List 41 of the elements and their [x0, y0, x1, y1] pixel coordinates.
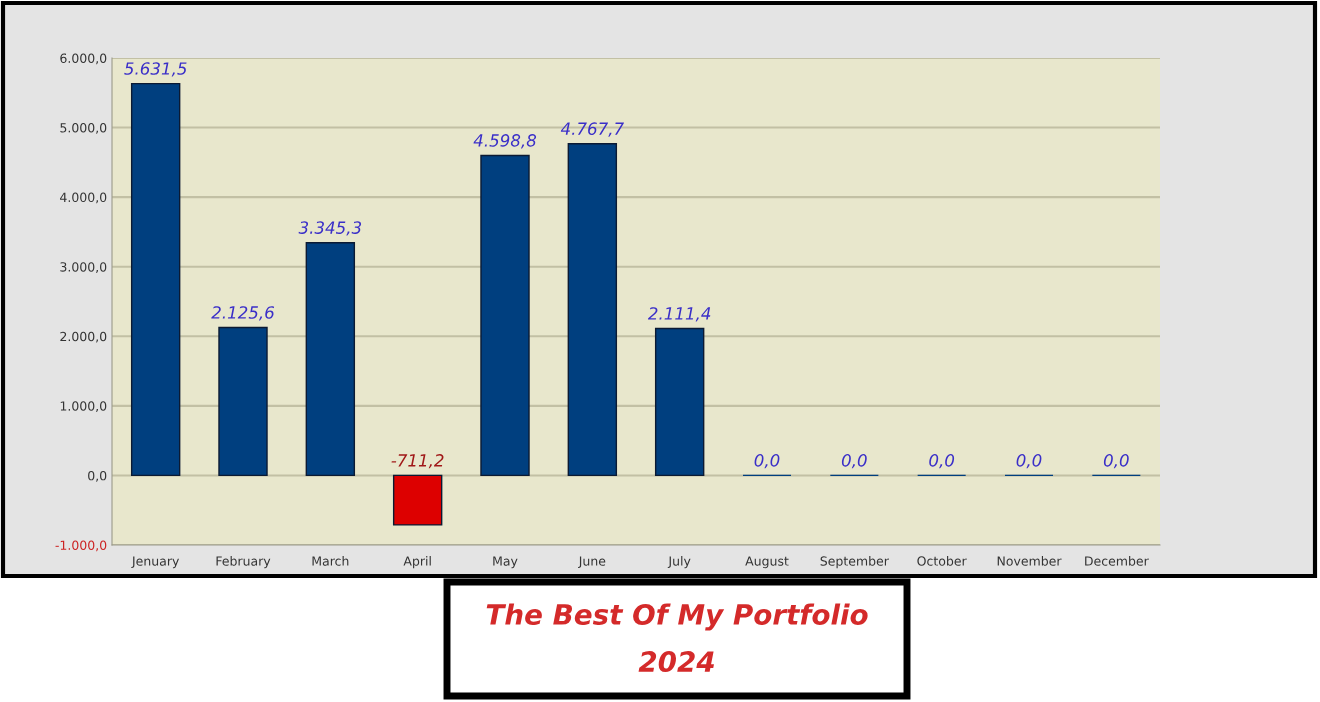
x-tick-label: December	[1085, 556, 1149, 566]
data-label: 2.125,6	[211, 306, 275, 321]
bar	[480, 154, 530, 477]
bar	[392, 474, 443, 526]
x-tick-label: July	[667, 556, 691, 569]
y-tick-label: 4.000,0	[60, 192, 107, 204]
x-tick-label: March	[312, 556, 349, 566]
y-tick-label: 5.000,0	[60, 123, 107, 134]
x-tick-label: October	[917, 556, 967, 566]
x-tick-label: September	[820, 556, 889, 569]
y-tick-label: 1.000,0	[60, 401, 107, 413]
data-label: -711,2	[391, 454, 444, 469]
data-label: 4.767,7	[560, 122, 624, 137]
data-label: 0,0	[929, 454, 955, 469]
text: The Best Of My Portfolio	[486, 603, 868, 631]
x-tick-label: August	[745, 556, 789, 569]
y-tick-label: 3.000,0	[60, 262, 107, 273]
data-label: 0,0	[1103, 454, 1129, 469]
bar	[305, 241, 356, 477]
y-tick-label: -1.000,0	[55, 540, 107, 552]
x-tick-label: June	[578, 556, 606, 569]
x-tick-label: May	[493, 556, 518, 569]
y-tick-label: 6.000,0	[60, 53, 107, 65]
x-tick-label: November	[997, 556, 1062, 566]
data-label: 3.345,3	[298, 221, 362, 236]
text: 2024	[638, 651, 714, 673]
data-label: 0,0	[1016, 454, 1042, 469]
bar	[654, 327, 705, 477]
bar	[130, 82, 181, 477]
data-label: 0,0	[841, 454, 867, 469]
bar	[567, 143, 618, 477]
data-label: 2.111,4	[647, 307, 711, 322]
y-tick-label: 0,0	[88, 470, 107, 482]
data-label: 4.598,8	[473, 134, 537, 149]
x-tick-label: Jenuary	[131, 556, 179, 569]
bar	[218, 326, 268, 477]
data-label: 0,0	[754, 454, 780, 469]
data-label: 5.631,5	[124, 62, 187, 77]
y-tick-label: 2.000,0	[60, 331, 107, 343]
x-tick-label: February	[216, 556, 271, 569]
x-tick-label: April	[403, 556, 431, 569]
